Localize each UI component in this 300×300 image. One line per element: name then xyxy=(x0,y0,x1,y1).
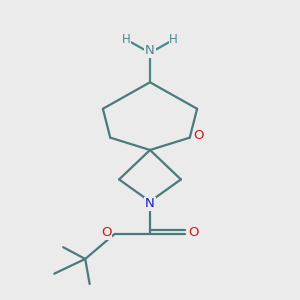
Text: O: O xyxy=(193,129,204,142)
Text: O: O xyxy=(101,226,112,239)
Text: N: N xyxy=(145,44,155,57)
Text: O: O xyxy=(188,226,199,239)
Text: H: H xyxy=(122,33,131,46)
Text: N: N xyxy=(145,197,155,210)
Text: H: H xyxy=(169,33,178,46)
